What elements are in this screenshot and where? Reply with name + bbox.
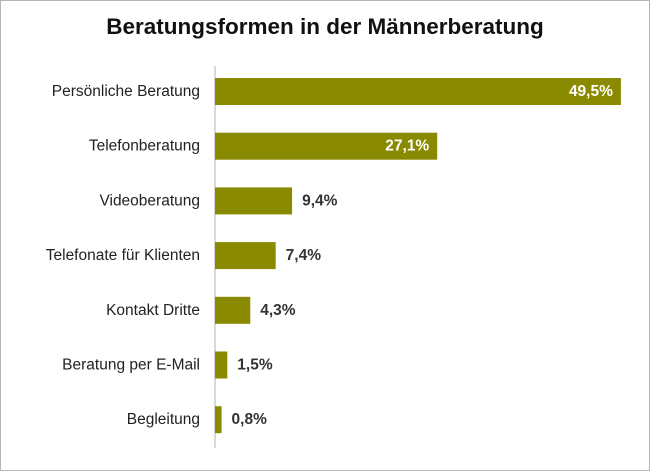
- value-label-1: 27,1%: [385, 138, 429, 155]
- value-label-2: 9,4%: [302, 192, 338, 209]
- bar-2: [215, 187, 293, 215]
- category-label-4: Kontakt Dritte: [106, 302, 200, 319]
- value-label-0: 49,5%: [569, 83, 613, 100]
- category-label-6: Begleitung: [127, 411, 200, 428]
- value-label-6: 0,8%: [232, 411, 268, 428]
- category-label-3: Telefonate für Klienten: [46, 247, 200, 264]
- category-label-2: Videoberatung: [99, 192, 200, 209]
- category-label-0: Persönliche Beratung: [52, 83, 200, 100]
- bars-group: Persönliche Beratung 49,5% Telefonberatung…: [46, 78, 621, 434]
- value-label-4: 4,3%: [260, 302, 296, 319]
- category-label-5: Beratung per E-Mail: [62, 357, 200, 374]
- bar-5: [215, 351, 228, 379]
- chart-title: Beratungsformen in der Männerberatung: [106, 14, 544, 39]
- value-label-5: 1,5%: [237, 357, 273, 374]
- bar-1: [215, 132, 438, 160]
- category-label-1: Telefonberatung: [89, 138, 200, 155]
- bar-4: [215, 296, 251, 324]
- value-label-3: 7,4%: [286, 247, 322, 264]
- bar-6: [215, 406, 222, 434]
- bar-3: [215, 242, 276, 270]
- bar-0: [215, 78, 621, 105]
